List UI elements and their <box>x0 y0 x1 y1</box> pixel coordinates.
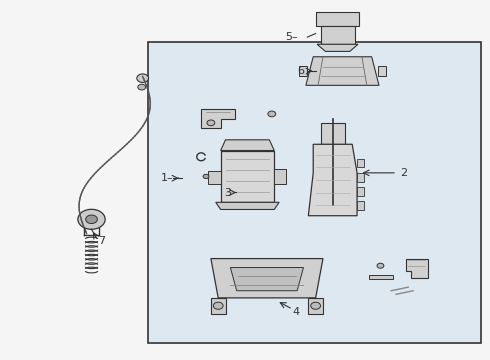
Circle shape <box>86 215 98 224</box>
Circle shape <box>311 302 320 309</box>
Polygon shape <box>317 44 358 51</box>
Bar <box>211 298 225 314</box>
Text: 5–: 5– <box>285 32 297 42</box>
Bar <box>357 202 365 210</box>
Circle shape <box>268 111 276 117</box>
Polygon shape <box>201 109 235 128</box>
Bar <box>320 26 355 44</box>
Bar <box>208 171 220 184</box>
Circle shape <box>213 302 223 309</box>
Polygon shape <box>308 144 357 216</box>
Polygon shape <box>211 258 323 298</box>
Bar <box>308 298 323 314</box>
Text: 2: 2 <box>400 168 407 178</box>
Bar <box>220 150 274 202</box>
Polygon shape <box>306 57 379 85</box>
Circle shape <box>377 263 384 268</box>
Polygon shape <box>220 140 274 150</box>
Bar <box>274 169 287 184</box>
Text: 6: 6 <box>297 66 304 76</box>
Circle shape <box>78 209 105 229</box>
Text: 7: 7 <box>98 236 105 246</box>
Circle shape <box>207 120 215 126</box>
Circle shape <box>203 174 209 179</box>
Text: 1–: 1– <box>161 173 173 183</box>
Polygon shape <box>406 258 428 278</box>
Polygon shape <box>216 202 279 210</box>
Bar <box>357 158 365 167</box>
Bar <box>316 12 360 26</box>
Circle shape <box>138 84 146 90</box>
Bar <box>320 123 345 144</box>
Bar <box>298 66 307 76</box>
Circle shape <box>137 74 148 82</box>
Bar <box>369 275 392 279</box>
Bar <box>377 66 386 76</box>
Text: 3: 3 <box>224 188 231 198</box>
Bar <box>357 187 365 196</box>
Bar <box>357 173 365 182</box>
Text: 4: 4 <box>293 307 300 317</box>
Polygon shape <box>230 267 303 291</box>
Bar <box>147 42 481 342</box>
